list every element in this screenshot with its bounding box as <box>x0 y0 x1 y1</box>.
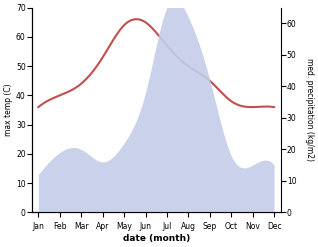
Y-axis label: max temp (C): max temp (C) <box>4 84 13 136</box>
Y-axis label: med. precipitation (kg/m2): med. precipitation (kg/m2) <box>305 59 314 162</box>
X-axis label: date (month): date (month) <box>123 234 190 243</box>
